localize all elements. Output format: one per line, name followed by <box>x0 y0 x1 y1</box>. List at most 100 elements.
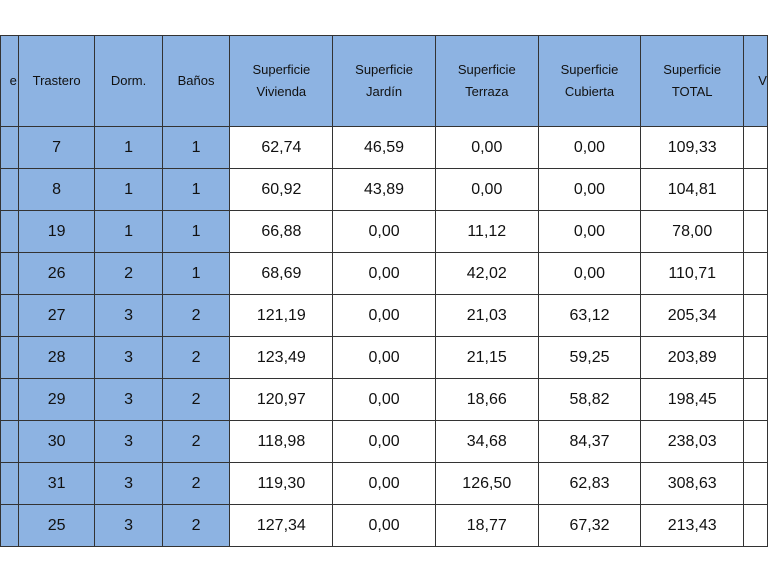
cell: 0,00 <box>332 252 436 295</box>
cell: 3 <box>94 294 163 337</box>
cell <box>743 294 768 337</box>
header-cell: V <box>743 35 768 127</box>
cell: 11,12 <box>434 210 539 253</box>
cell: 26 <box>17 252 96 295</box>
cell: 118,98 <box>229 420 334 463</box>
cell <box>743 252 768 295</box>
cell: 59,25 <box>537 336 642 379</box>
cell: 18,77 <box>434 504 539 547</box>
cell: 30 <box>17 420 96 463</box>
table-row: 26 2 1 68,69 0,00 42,02 0,00 110,71 <box>0 252 768 295</box>
header-text: Terraza <box>465 84 509 99</box>
header-text: Baños <box>177 73 215 88</box>
cell: 0,00 <box>537 252 642 295</box>
cell: 238,03 <box>640 420 745 463</box>
header-cell: Superficie Jardín <box>332 35 436 127</box>
cell: 19 <box>17 210 96 253</box>
header-cell: Superficie TOTAL <box>640 35 745 127</box>
cell: 78,00 <box>640 210 745 253</box>
cell <box>743 504 768 547</box>
table-row: 25 3 2 127,34 0,00 18,77 67,32 213,43 <box>0 504 768 547</box>
header-text: Vivienda <box>256 84 307 99</box>
table-row: 31 3 2 119,30 0,00 126,50 62,83 308,63 <box>0 462 768 505</box>
cell: 2 <box>161 462 231 505</box>
cell: 1 <box>94 126 163 169</box>
cell <box>743 378 768 421</box>
cell <box>743 168 768 211</box>
cell: 0,00 <box>332 210 436 253</box>
table-row: 29 3 2 120,97 0,00 18,66 58,82 198,45 <box>0 378 768 421</box>
cell: 84,37 <box>537 420 642 463</box>
cell: 1 <box>161 126 231 169</box>
cell <box>0 378 19 421</box>
cell: 213,43 <box>640 504 745 547</box>
cell: 62,83 <box>537 462 642 505</box>
cell: 27 <box>17 294 96 337</box>
cell: 21,15 <box>434 336 539 379</box>
cell: 1 <box>161 210 231 253</box>
cell: 126,50 <box>434 462 539 505</box>
cell <box>0 252 19 295</box>
table-row: 27 3 2 121,19 0,00 21,03 63,12 205,34 <box>0 294 768 337</box>
cell: 3 <box>94 462 163 505</box>
cell <box>0 210 19 253</box>
cell: 119,30 <box>229 462 334 505</box>
cell: 18,66 <box>434 378 539 421</box>
table-row: 28 3 2 123,49 0,00 21,15 59,25 203,89 <box>0 336 768 379</box>
cell: 2 <box>161 420 231 463</box>
cell <box>743 420 768 463</box>
header-cell: Trastero <box>17 35 96 127</box>
cell: 123,49 <box>229 336 334 379</box>
header-text: TOTAL <box>671 84 713 99</box>
cell: 25 <box>17 504 96 547</box>
header-cell: Superficie Terraza <box>434 35 539 127</box>
cell: 1 <box>161 252 231 295</box>
cell: 34,68 <box>434 420 539 463</box>
header-text: Superficie <box>355 62 413 77</box>
cell: 0,00 <box>332 504 436 547</box>
header-cell: Dorm. <box>94 35 163 127</box>
cell: 67,32 <box>537 504 642 547</box>
cell: 63,12 <box>537 294 642 337</box>
cell <box>0 168 19 211</box>
cell <box>0 336 19 379</box>
cell: 109,33 <box>640 126 745 169</box>
cell: 0,00 <box>332 294 436 337</box>
cell: 62,74 <box>229 126 334 169</box>
cell: 1 <box>94 168 163 211</box>
cell: 0,00 <box>332 420 436 463</box>
cell: 2 <box>94 252 163 295</box>
table-row: 19 1 1 66,88 0,00 11,12 0,00 78,00 <box>0 210 768 253</box>
cell: 21,03 <box>434 294 539 337</box>
cell: 0,00 <box>332 462 436 505</box>
cell <box>0 504 19 547</box>
cell <box>743 336 768 379</box>
cell: 3 <box>94 420 163 463</box>
cell: 0,00 <box>537 210 642 253</box>
cell: 8 <box>17 168 96 211</box>
cell: 104,81 <box>640 168 745 211</box>
header-text: Cubierta <box>564 84 615 99</box>
cell: 28 <box>17 336 96 379</box>
cell: 0,00 <box>332 336 436 379</box>
cell: 121,19 <box>229 294 334 337</box>
cell: 42,02 <box>434 252 539 295</box>
cell: 29 <box>17 378 96 421</box>
table-row: 30 3 2 118,98 0,00 34,68 84,37 238,03 <box>0 420 768 463</box>
header-cell: Superficie Cubierta <box>537 35 642 127</box>
header-text: Superficie <box>663 62 722 77</box>
cell: 2 <box>161 294 231 337</box>
cell: 205,34 <box>640 294 745 337</box>
table-row: 8 1 1 60,92 43,89 0,00 0,00 104,81 <box>0 168 768 211</box>
cell: 58,82 <box>537 378 642 421</box>
cell: 43,89 <box>332 168 436 211</box>
cell: 308,63 <box>640 462 745 505</box>
header-text: Superficie <box>457 62 516 77</box>
cell: 31 <box>17 462 96 505</box>
cell: 3 <box>94 336 163 379</box>
cell <box>743 462 768 505</box>
table-row: 7 1 1 62,74 46,59 0,00 0,00 109,33 <box>0 126 768 169</box>
cell: 0,00 <box>332 378 436 421</box>
cell <box>0 126 19 169</box>
